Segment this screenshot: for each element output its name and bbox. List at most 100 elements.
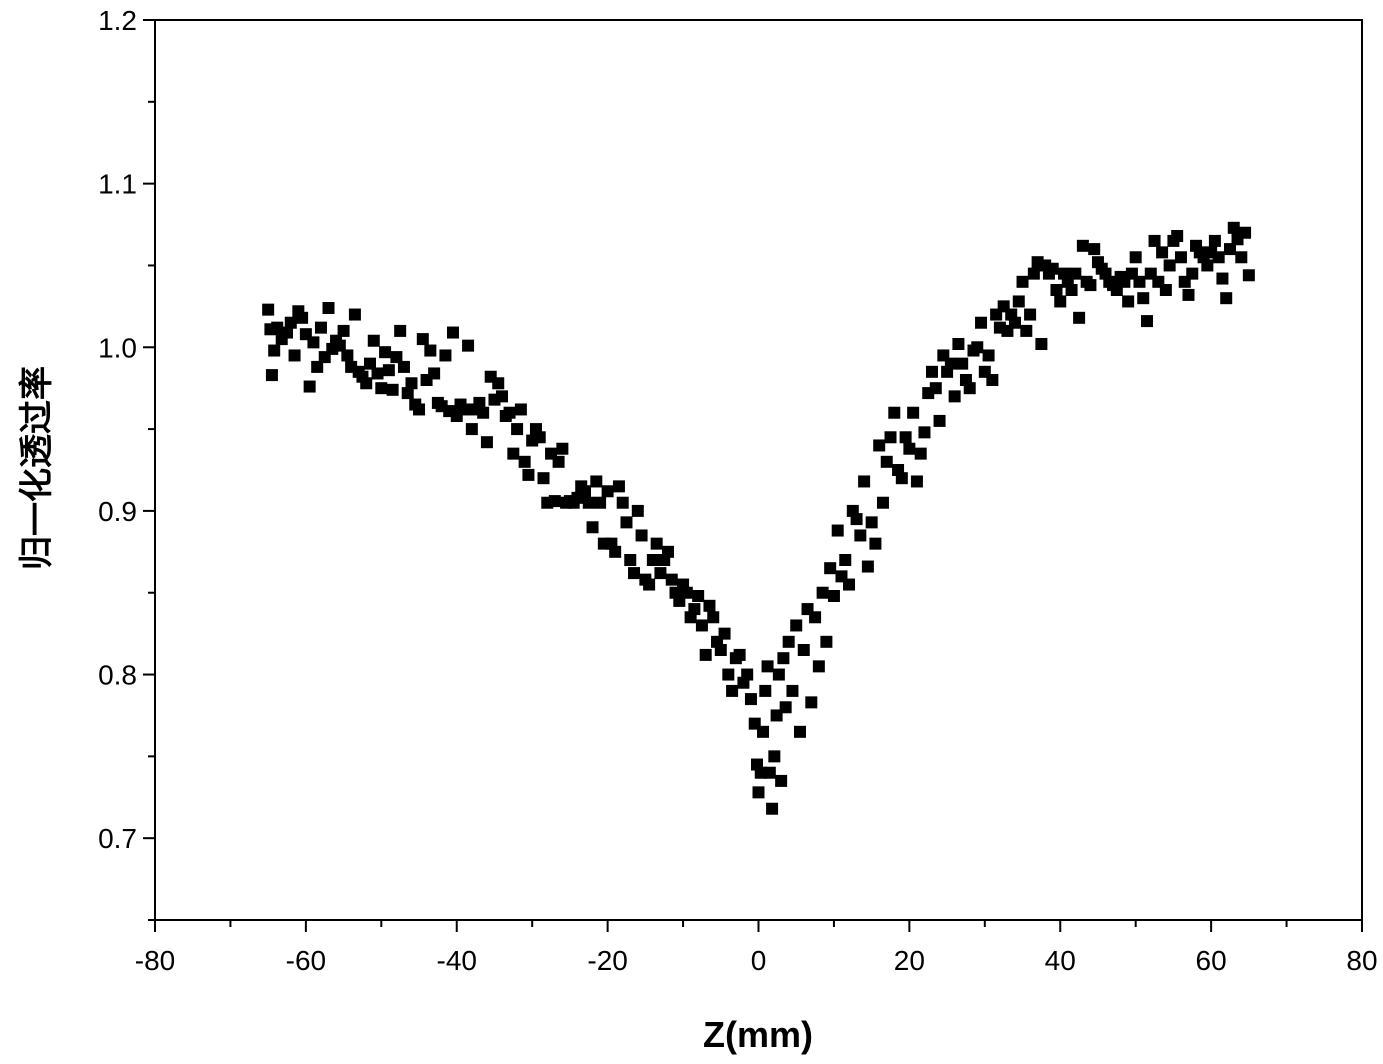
data-point bbox=[1174, 251, 1187, 264]
data-point bbox=[722, 668, 735, 681]
data-point bbox=[401, 387, 414, 400]
data-point bbox=[643, 578, 656, 591]
data-point bbox=[465, 423, 478, 436]
data-point bbox=[1076, 239, 1089, 252]
y-tick-label: 0.8 bbox=[98, 660, 137, 691]
data-point bbox=[812, 660, 825, 673]
data-point bbox=[496, 390, 509, 403]
data-point bbox=[971, 341, 984, 354]
y-axis: 0.7 0.8 0.9 1.0 1.1 1.2 bbox=[98, 5, 155, 921]
data-point bbox=[375, 382, 388, 395]
data-point bbox=[462, 339, 475, 352]
data-point bbox=[986, 374, 999, 386]
data-point bbox=[363, 357, 376, 370]
data-point bbox=[752, 786, 765, 799]
data-point bbox=[699, 648, 712, 661]
data-point bbox=[790, 619, 803, 632]
data-point bbox=[1050, 284, 1063, 296]
data-point bbox=[609, 545, 622, 558]
data-point bbox=[394, 324, 407, 337]
data-point bbox=[1069, 267, 1082, 280]
data-point bbox=[692, 590, 705, 602]
y-tick-label: 1.2 bbox=[98, 5, 137, 36]
data-point bbox=[861, 560, 874, 573]
data-point bbox=[827, 590, 840, 602]
data-point bbox=[782, 635, 795, 648]
data-point bbox=[654, 567, 667, 580]
data-point bbox=[820, 635, 833, 648]
data-point bbox=[446, 326, 459, 339]
data-point bbox=[907, 406, 920, 419]
data-point bbox=[763, 766, 776, 779]
data-point bbox=[1242, 269, 1255, 282]
data-point bbox=[1122, 295, 1135, 308]
data-point bbox=[522, 468, 535, 481]
data-point bbox=[1054, 295, 1067, 308]
data-point bbox=[768, 750, 781, 763]
data-point bbox=[1065, 284, 1078, 296]
data-point bbox=[797, 644, 810, 656]
data-point bbox=[1197, 251, 1210, 264]
data-point bbox=[556, 442, 569, 455]
data-point bbox=[271, 321, 284, 334]
data-point bbox=[1084, 279, 1097, 292]
data-point bbox=[646, 554, 659, 566]
x-tick-label: 40 bbox=[1045, 945, 1076, 976]
y-tick-label: 0.7 bbox=[98, 823, 137, 854]
data-point bbox=[733, 648, 746, 661]
data-point bbox=[1035, 338, 1048, 350]
data-point bbox=[944, 357, 957, 370]
data-point bbox=[772, 668, 785, 681]
x-tick-label: 60 bbox=[1196, 945, 1227, 976]
data-point bbox=[631, 504, 644, 517]
data-point bbox=[424, 344, 437, 357]
data-point bbox=[578, 485, 591, 498]
data-point bbox=[507, 447, 520, 460]
data-point bbox=[744, 693, 757, 706]
data-point bbox=[1012, 295, 1025, 308]
data-point bbox=[322, 302, 335, 314]
data-point bbox=[413, 403, 426, 416]
data-point bbox=[514, 403, 527, 416]
data-point bbox=[718, 627, 731, 640]
data-point bbox=[537, 472, 550, 485]
x-axis: -80 -60 -40 -20 0 20 40 60 80 bbox=[135, 920, 1378, 976]
data-point bbox=[661, 545, 674, 558]
data-point bbox=[761, 660, 774, 673]
data-point bbox=[741, 668, 754, 681]
data-point bbox=[854, 529, 867, 542]
data-point bbox=[775, 774, 788, 787]
data-point bbox=[766, 802, 779, 815]
data-point bbox=[405, 377, 418, 390]
data-point bbox=[793, 725, 806, 738]
data-point bbox=[952, 338, 965, 350]
y-tick-label: 1.0 bbox=[98, 332, 137, 363]
data-point bbox=[918, 426, 931, 439]
plot-frame bbox=[154, 19, 1363, 921]
data-point bbox=[1239, 226, 1252, 239]
data-point bbox=[511, 423, 524, 436]
data-point bbox=[914, 447, 927, 460]
data-point bbox=[884, 431, 897, 444]
data-point bbox=[620, 516, 633, 529]
data-point bbox=[899, 431, 912, 444]
data-point bbox=[503, 406, 516, 419]
data-point bbox=[757, 725, 770, 738]
data-point bbox=[1220, 292, 1233, 305]
x-tick-label: 20 bbox=[894, 945, 925, 976]
data-point bbox=[428, 367, 441, 380]
data-point bbox=[888, 406, 901, 419]
data-point bbox=[1159, 284, 1172, 296]
data-point bbox=[831, 524, 844, 537]
data-point bbox=[754, 766, 767, 779]
data-point bbox=[337, 324, 350, 337]
data-point bbox=[333, 339, 346, 352]
data-point bbox=[480, 436, 493, 449]
data-point bbox=[707, 611, 720, 624]
data-point bbox=[1227, 221, 1240, 234]
data-point bbox=[956, 357, 969, 370]
data-point bbox=[777, 652, 790, 665]
x-tick-label: -60 bbox=[286, 945, 326, 976]
data-point bbox=[1137, 292, 1150, 305]
